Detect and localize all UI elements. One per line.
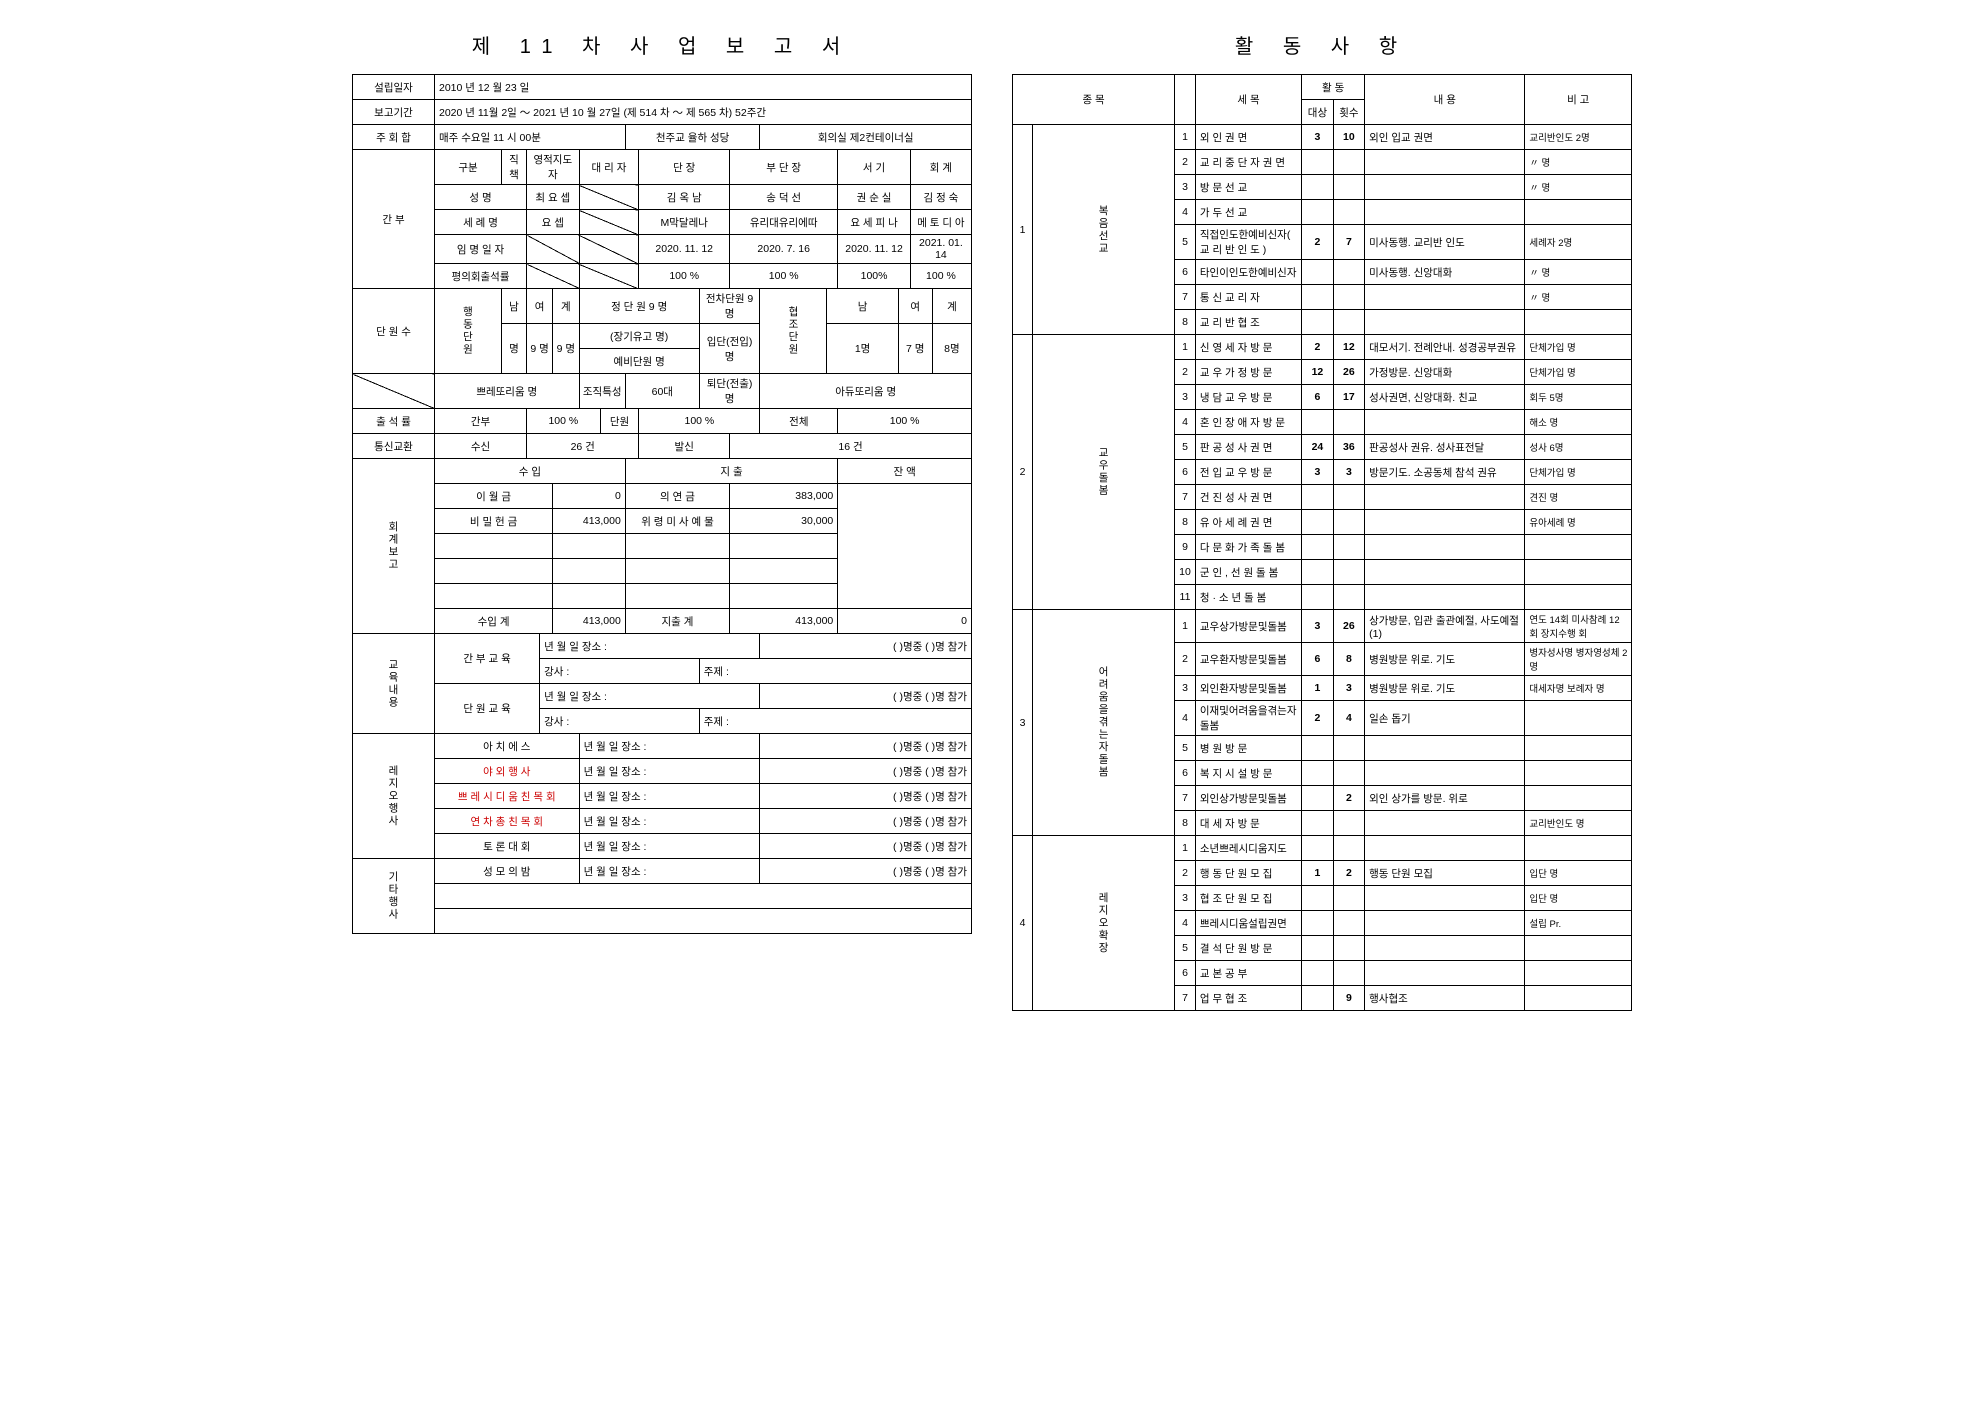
established-label: 설립일자 (353, 75, 435, 100)
meeting-label: 주 회 합 (353, 125, 435, 150)
meeting-day: 매주 수요일 11 시 00분 (435, 125, 626, 150)
report-table: 설립일자 2010 년 12 월 23 일 보고기간 2020 년 11월 2일… (352, 74, 972, 934)
members-section: 단 원 수 (353, 289, 435, 374)
established-value: 2010 년 12 월 23 일 (435, 75, 972, 100)
meeting-room: 회의실 제2컨테이너실 (760, 125, 972, 150)
period-value: 2020 년 11월 2일 ～ 2021 년 10 월 27일 (제 514 차… (435, 100, 972, 125)
right-page: 활 동 사 항 종 목 세 목 활 동 내 용 비 고 대상 횟수 1복음선교1… (1012, 20, 1632, 1011)
period-label: 보고기간 (353, 100, 435, 125)
meeting-place: 천주교 율하 성당 (625, 125, 760, 150)
officers-section: 간 부 (353, 150, 435, 289)
activity-table: 종 목 세 목 활 동 내 용 비 고 대상 횟수 1복음선교1외 인 권 면3… (1012, 74, 1632, 1011)
left-page: 제 11 차 사 업 보 고 서 설립일자 2010 년 12 월 23 일 보… (352, 20, 972, 1011)
right-title: 활 동 사 항 (1012, 30, 1632, 59)
events-section: 레지오행사 (353, 734, 435, 859)
left-title: 제 11 차 사 업 보 고 서 (352, 30, 972, 59)
